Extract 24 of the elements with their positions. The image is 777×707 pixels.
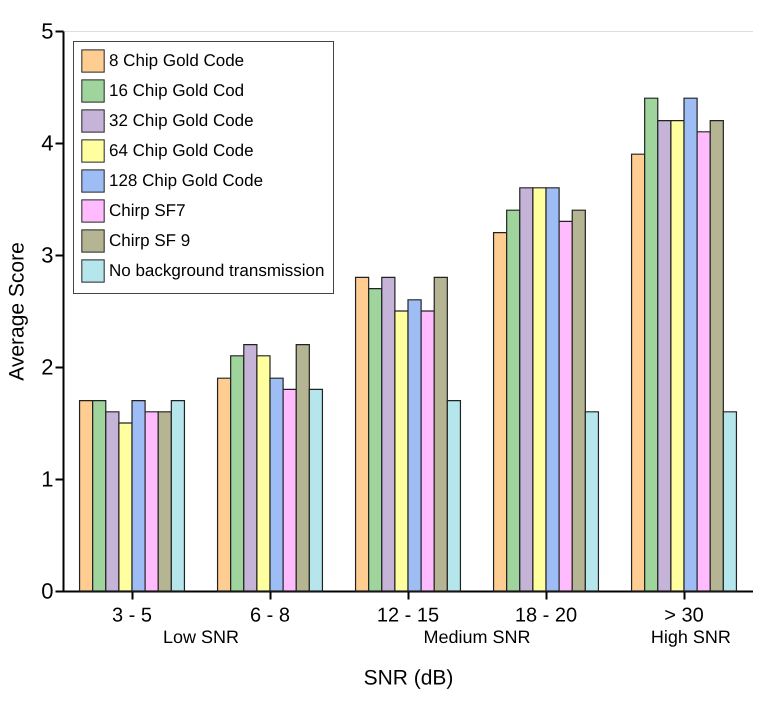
y-axis-title: Average Score — [5, 242, 28, 381]
x-tick-label: 12 - 15 — [376, 604, 440, 626]
y-tick-label: 2 — [41, 354, 54, 380]
x-axis-title: SNR (dB) — [364, 666, 454, 690]
legend-label: Chirp SF 9 — [109, 231, 190, 250]
x-tick-label: 3 - 5 — [112, 604, 152, 626]
text: High SNR — [650, 627, 731, 647]
y-tick-label: 0 — [41, 578, 54, 604]
x-tick-label: > 30 — [664, 604, 704, 626]
y-tick-label: 4 — [41, 130, 54, 156]
text: Medium SNR — [423, 627, 531, 647]
y-tick-label: 3 — [41, 242, 54, 268]
text: Low SNR — [162, 627, 240, 647]
legend-label: No background transmission — [109, 261, 324, 280]
legend-label: 32 Chip Gold Code — [109, 111, 254, 130]
y-tick-label: 1 — [41, 466, 54, 492]
x-tick-label: 6 - 8 — [250, 604, 290, 626]
legend-label: 64 Chip Gold Code — [109, 141, 254, 160]
x-tick-label: 18 - 20 — [514, 604, 578, 626]
y-tick-label: 5 — [41, 18, 54, 44]
legend-label: 16 Chip Gold Cod — [109, 81, 244, 100]
legend-label: 128 Chip Gold Code — [109, 171, 264, 190]
legend-label: Chirp SF7 — [109, 201, 186, 220]
legend-label: 8 Chip Gold Code — [109, 51, 244, 70]
